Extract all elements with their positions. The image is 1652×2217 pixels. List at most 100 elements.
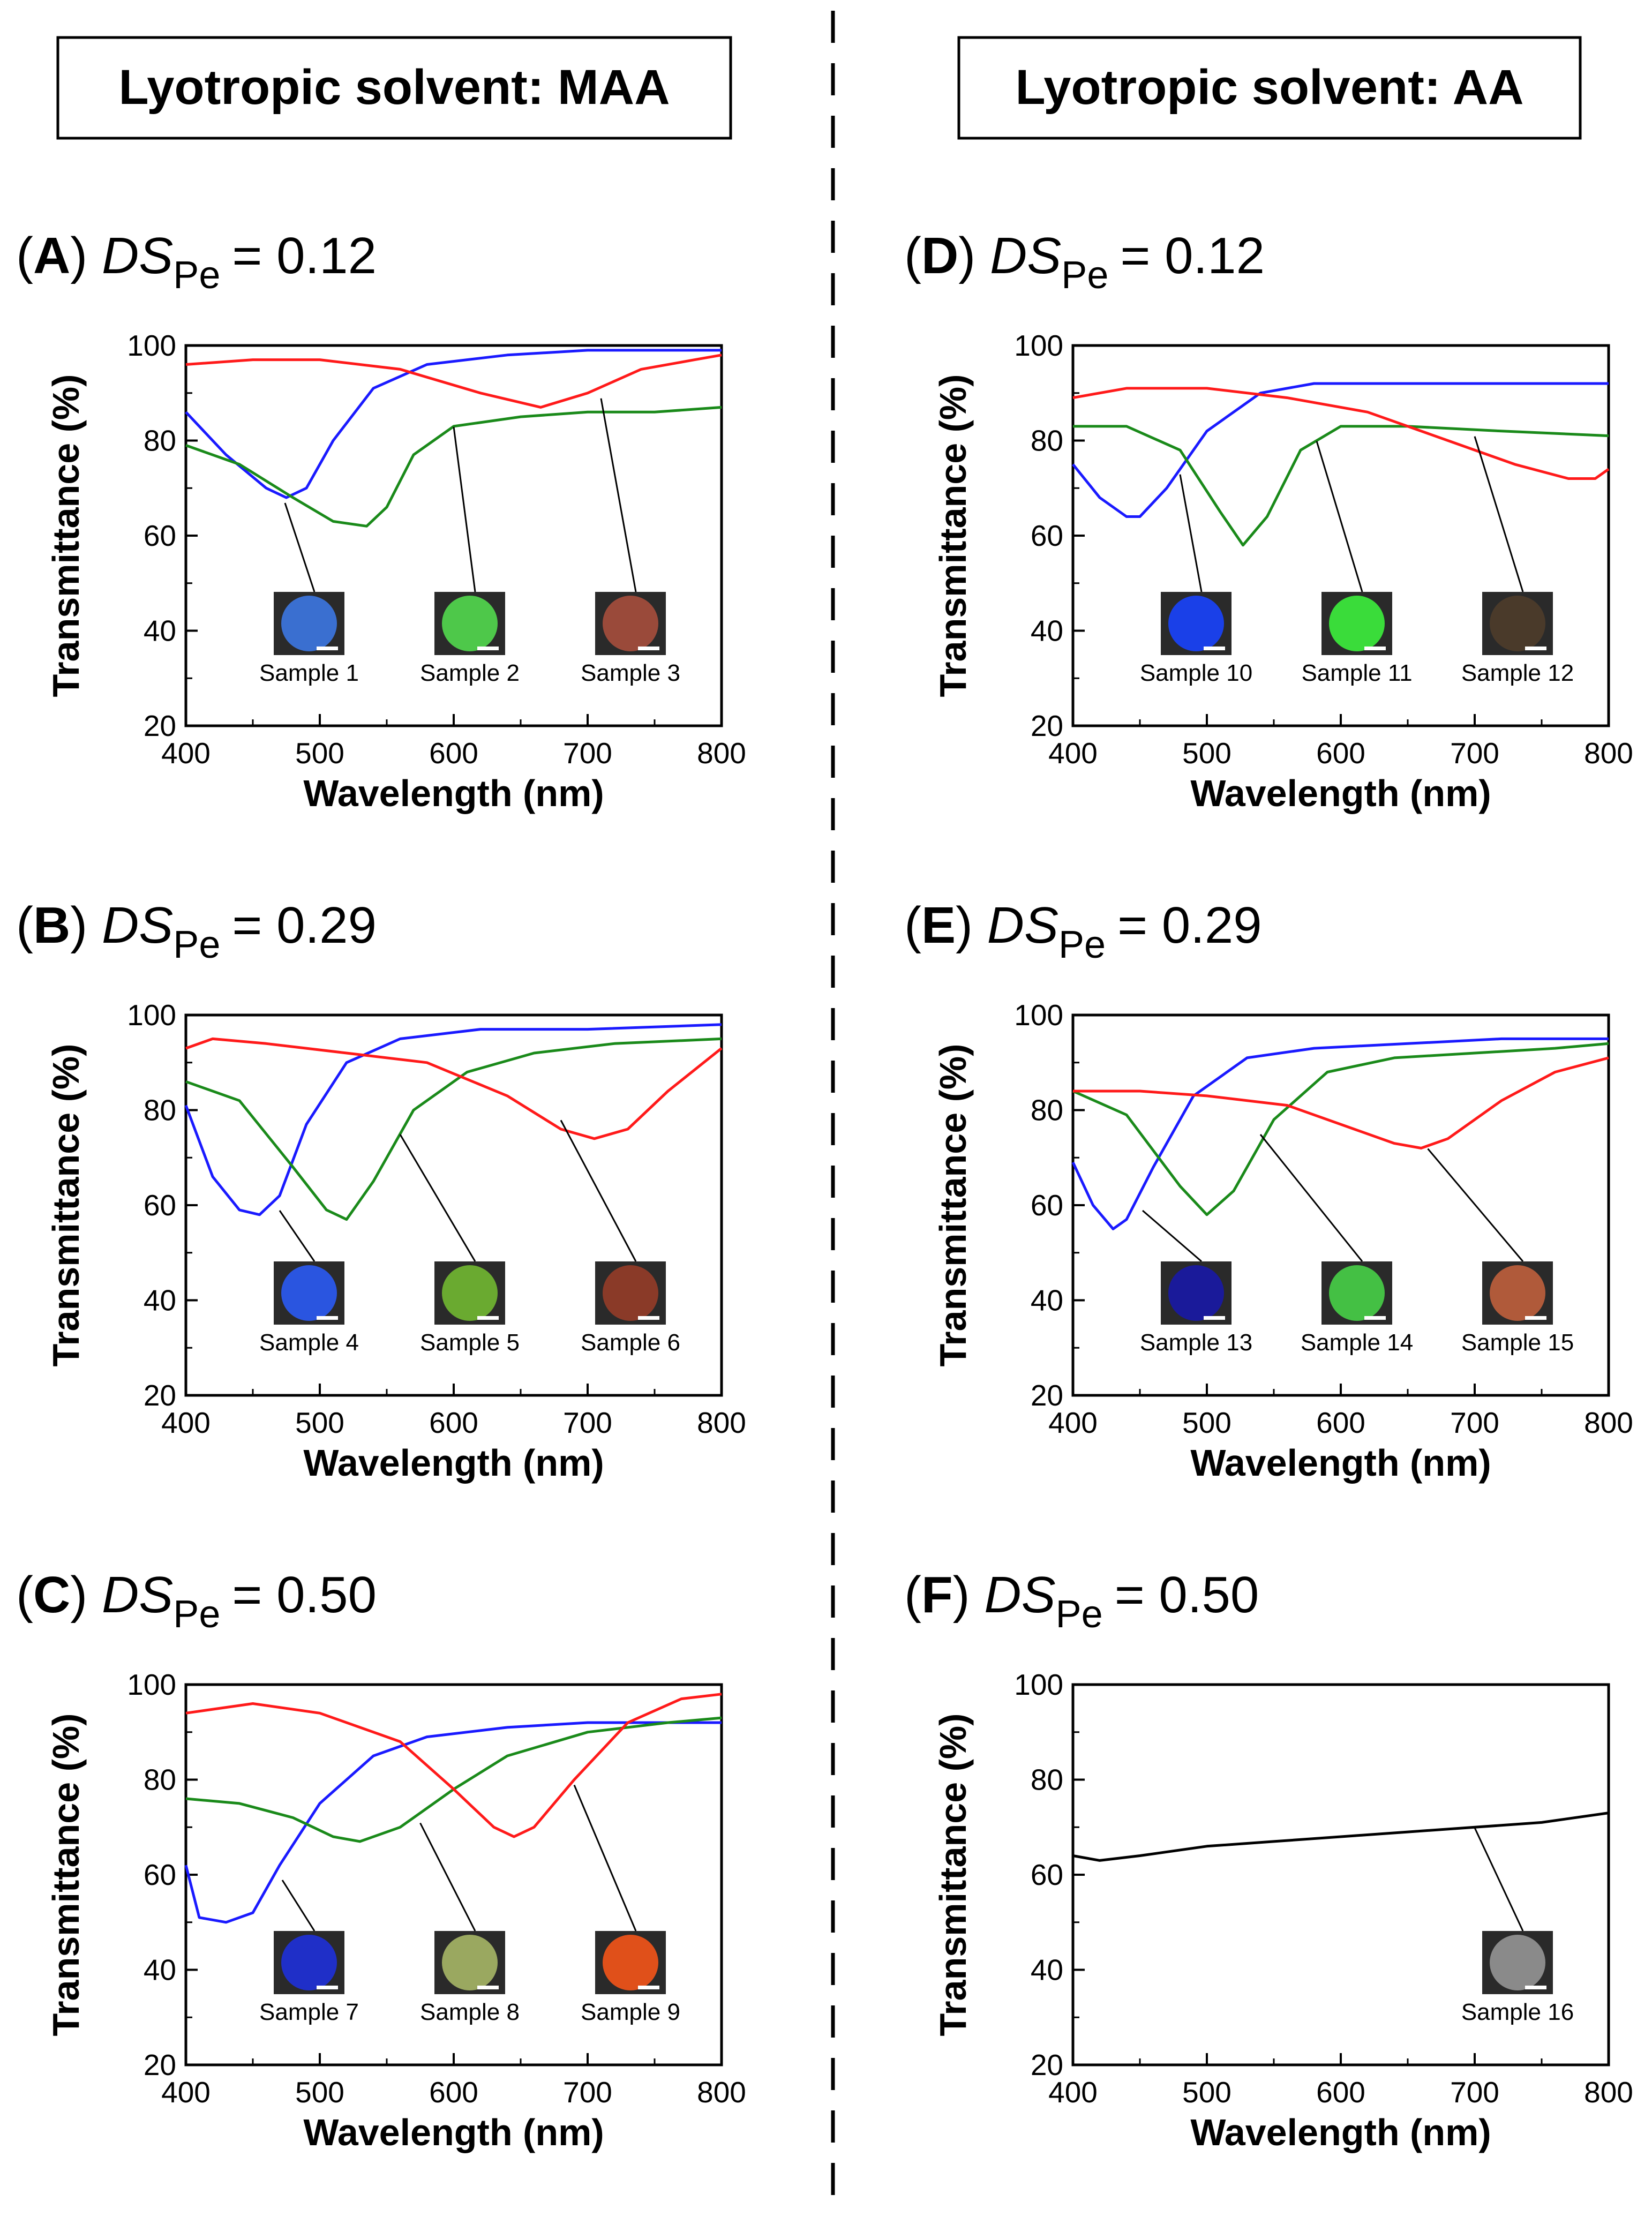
ds-symbol: DS [984,1566,1055,1624]
y-tick-label: 60 [1031,1858,1063,1891]
x-tick-label: 600 [429,737,478,770]
panel-D: (D) DSPe = 0.12 400 500 600 700 800 20 40 60 80 100… [904,227,1633,814]
scale-bar [1525,1986,1546,1989]
ds-symbol: DS [102,1566,173,1624]
sample-label: Sample 16 [1461,1999,1574,2025]
x-tick-label: 400 [1048,737,1098,770]
sample-label: Sample 14 [1301,1329,1413,1356]
scale-bar [638,647,659,650]
y-tick-label: 20 [144,709,176,742]
leader-line [1427,1148,1524,1262]
y-tick-label: 40 [1031,1953,1063,1987]
sample-disc [442,1265,498,1321]
panel-F: (F) DSPe = 0.50 400 500 600 700 800 20 40 60 80 100… [904,1566,1633,2153]
header-right: Lyotropic solvent: AA [1015,60,1523,115]
y-tick-label: 80 [144,1094,176,1127]
y-tick-label: 60 [144,519,176,552]
scale-bar [1525,647,1546,650]
y-tick-label: 20 [1031,2048,1063,2081]
y-tick-label: 40 [144,1284,176,1317]
y-tick-label: 20 [1031,1379,1063,1412]
series-line-sample-14 [1072,1042,1609,1216]
y-tick-label: 80 [144,424,176,457]
panel-label-B: (B) DSPe = 0.29 [16,897,377,966]
x-axis-title: Wavelength (nm) [303,1442,604,1484]
scale-bar [1525,1316,1546,1320]
series-line-sample-2 [185,405,722,528]
sample-disc [603,1265,658,1321]
sample-label: Sample 6 [581,1329,680,1356]
sample-label: Sample 15 [1461,1329,1574,1356]
series-line-sample-8 [185,1716,722,1843]
y-axis-title: Transmittance (%) [932,1044,974,1367]
y-axis-title: Transmittance (%) [932,1714,974,2036]
panel-letter: C [33,1566,70,1624]
scale-bar [638,1316,659,1320]
x-tick-label: 700 [563,737,612,770]
leader-line [279,1210,316,1262]
panel-paren-open: ( [16,1566,33,1624]
panel-paren-close: ) [956,897,987,954]
scale-bar [1204,647,1225,650]
series-line-sample-15 [1073,1056,1609,1149]
sample-label: Sample 8 [420,1999,520,2025]
scale-bar [477,647,499,650]
panel-paren-close: ) [70,897,102,954]
series-line-sample-16 [1072,1812,1609,1862]
header-left-box [56,36,732,140]
ds-value: = 0.50 [232,1566,377,1624]
panel-paren-close: ) [70,1566,102,1624]
leader-line [600,398,637,592]
ds-value: = 0.12 [1120,227,1265,284]
leader-line [453,426,476,592]
x-tick-label: 400 [161,2076,211,2109]
sample-disc [442,596,498,651]
y-axis-title: Transmittance (%) [45,374,87,697]
ds-symbol: DS [987,897,1058,954]
leader-line [1142,1209,1202,1262]
sample-disc [1168,596,1224,651]
sample-disc [603,596,658,651]
panel-letter: E [921,897,956,954]
y-tick-label: 40 [1031,614,1063,648]
x-tick-label: 600 [1316,737,1365,770]
sample-label: Sample 9 [581,1999,680,2025]
scale-bar [477,1316,499,1320]
panel-A: (A) DSPe = 0.12 400 500 600 700 800 20 40 60 80 100… [16,227,746,814]
y-tick-label: 20 [1031,709,1063,742]
ds-subscript: Pe [173,254,220,297]
panel-paren-open: ( [904,227,921,284]
x-axis-title: Wavelength (nm) [303,772,604,814]
x-tick-label: 800 [697,1406,746,1439]
y-tick-label: 80 [144,1763,176,1797]
x-tick-label: 700 [563,2076,612,2109]
x-tick-label: 700 [563,1406,612,1439]
scale-bar [1204,1316,1225,1320]
scale-bar [317,1986,338,1989]
y-tick-label: 80 [1031,1094,1063,1127]
x-tick-label: 700 [1450,2076,1499,2109]
scale-bar [317,1316,338,1320]
y-tick-label: 60 [144,1858,176,1891]
series-line-sample-11 [1073,425,1609,547]
x-tick-label: 400 [1048,1406,1098,1439]
x-tick-label: 800 [697,2076,746,2109]
x-axis-title: Wavelength (nm) [303,2111,604,2153]
panel-letter: F [921,1566,953,1624]
panel-label-E: (E) DSPe = 0.29 [904,897,1262,966]
ds-value: = 0.29 [232,897,377,954]
y-tick-label: 40 [144,1953,176,1987]
panel-label-A: (A) DSPe = 0.12 [16,227,377,297]
sample-disc [1490,596,1545,651]
sample-label: Sample 4 [259,1329,359,1356]
series-line-sample-5 [185,1037,722,1221]
leader-line [560,1119,637,1262]
panel-paren-open: ( [16,227,33,284]
panel-label-C: (C) DSPe = 0.50 [16,1566,377,1636]
sample-disc [281,596,337,651]
leader-line [1179,474,1203,592]
series-line-sample-9 [185,1693,722,1838]
x-tick-label: 800 [1584,737,1633,770]
